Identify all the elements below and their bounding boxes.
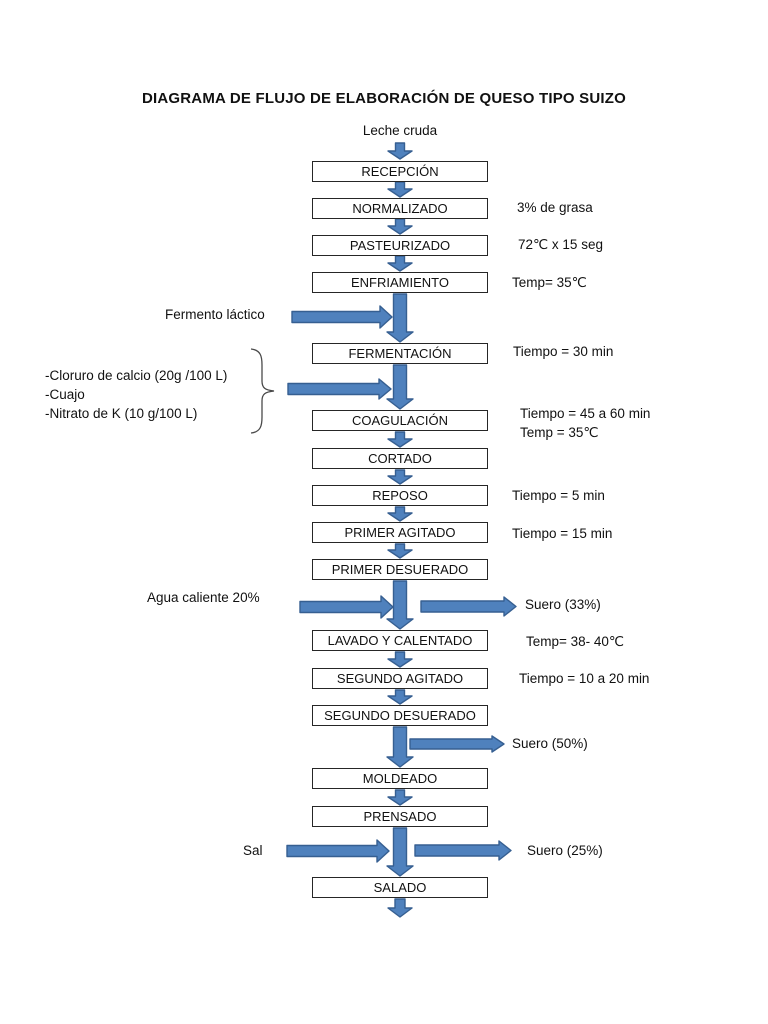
flow-step-normalizado: NORMALIZADO — [312, 198, 488, 219]
flow-arrow-down-icon — [386, 726, 414, 768]
aditivo-line: -Cuajo — [45, 387, 85, 402]
output-arrow-right-icon — [414, 840, 512, 861]
input-fermento-lactico-label: Fermento láctico — [165, 307, 265, 322]
flow-step-fermentacion: FERMENTACIÓN — [312, 343, 488, 364]
output-arrow-right-icon — [409, 735, 505, 753]
note-primer-agitado: Tiempo = 15 min — [512, 526, 613, 541]
flow-arrow-down-icon — [387, 218, 413, 235]
note-lavado-calentado: Temp= 38- 40℃ — [526, 634, 625, 649]
flow-step-segundo-agitado: SEGUNDO AGITADO — [312, 668, 488, 689]
flow-arrow-down-icon — [386, 827, 414, 877]
aditivo-line: -Cloruro de calcio (20g /100 L) — [45, 368, 228, 383]
flow-step-enfriamiento: ENFRIAMIENTO — [312, 272, 488, 293]
step-label: LAVADO Y CALENTADO — [327, 633, 473, 648]
input-arrow-right-icon — [286, 839, 390, 863]
input-arrow-right-icon — [291, 305, 393, 329]
note-enfriamiento: Temp= 35℃ — [512, 275, 587, 290]
flow-arrow-down-icon — [387, 255, 413, 272]
note-normalizado: 3% de grasa — [517, 200, 593, 215]
note-coagulacion-tiempo: Tiempo = 45 a 60 min — [520, 406, 651, 421]
flow-step-cortado: CORTADO — [312, 448, 488, 469]
flow-step-reposo: REPOSO — [312, 485, 488, 506]
flow-arrow-down-icon — [387, 543, 413, 559]
flow-step-prensado: PRENSADO — [312, 806, 488, 827]
flow-arrow-down-icon — [387, 789, 413, 806]
flow-step-segundo-desuerado: SEGUNDO DESUERADO — [312, 705, 488, 726]
flow-step-primer-agitado: PRIMER AGITADO — [312, 522, 488, 543]
flow-step-moldeado: MOLDEADO — [312, 768, 488, 789]
step-label: NORMALIZADO — [352, 201, 448, 216]
output-suero-25-label: Suero (25%) — [527, 843, 603, 858]
step-label: SEGUNDO AGITADO — [336, 671, 464, 686]
flow-step-recepcion: RECEPCIÓN — [312, 161, 488, 182]
step-label: PASTEURIZADO — [349, 238, 451, 253]
note-coagulacion-temp: Temp = 35℃ — [520, 425, 599, 440]
output-arrow-right-icon — [420, 596, 517, 617]
input-agua-caliente-label: Agua caliente 20% — [147, 590, 260, 605]
step-label: CORTADO — [368, 451, 432, 466]
output-suero-50-label: Suero (50%) — [512, 736, 588, 751]
flow-step-salado: SALADO — [312, 877, 488, 898]
flow-step-pasteurizado: PASTEURIZADO — [312, 235, 488, 256]
flow-arrow-down-icon — [387, 689, 413, 705]
input-arrow-right-icon — [299, 595, 394, 619]
flow-step-coagulacion: COAGULACIÓN — [312, 410, 488, 431]
flow-arrow-down-icon — [387, 651, 413, 668]
step-label: MOLDEADO — [362, 771, 438, 786]
step-label: PRIMER AGITADO — [344, 525, 456, 540]
input-aditivos-list: -Cloruro de calcio (20g /100 L) -Cuajo -… — [45, 366, 227, 423]
step-label: SEGUNDO DESUERADO — [324, 708, 476, 723]
flow-arrow-down-icon — [386, 580, 414, 630]
step-label: SALADO — [373, 880, 427, 895]
aditivo-line: -Nitrato de K (10 g/100 L) — [45, 406, 198, 421]
step-label: PRIMER DESUERADO — [331, 562, 469, 577]
flow-step-primer-desuerado: PRIMER DESUERADO — [312, 559, 488, 580]
note-fermentacion: Tiempo = 30 min — [513, 344, 614, 359]
input-arrow-right-icon — [287, 378, 392, 400]
flow-arrow-down-icon — [387, 181, 413, 198]
step-label: ENFRIAMIENTO — [351, 275, 449, 290]
step-label: FERMENTACIÓN — [348, 346, 452, 361]
note-reposo: Tiempo = 5 min — [512, 488, 605, 503]
step-label: REPOSO — [372, 488, 428, 503]
page-title: DIAGRAMA DE FLUJO DE ELABORACIÓN DE QUES… — [141, 90, 627, 107]
flow-arrow-down-icon — [387, 506, 413, 522]
flow-arrow-down-icon — [386, 364, 414, 410]
note-segundo-agitado: Tiempo = 10 a 20 min — [519, 671, 650, 686]
note-pasteurizado: 72℃ x 15 seg — [518, 237, 603, 252]
input-sal-label: Sal — [243, 843, 263, 858]
start-label: Leche cruda — [362, 123, 438, 138]
step-label: RECEPCIÓN — [361, 164, 439, 179]
flow-arrow-down-icon — [387, 142, 413, 160]
flow-arrow-down-icon — [387, 898, 413, 918]
flow-step-lavado-calentado: LAVADO Y CALENTADO — [312, 630, 488, 651]
output-suero-33-label: Suero (33%) — [525, 597, 601, 612]
flow-arrow-down-icon — [387, 469, 413, 485]
flow-arrow-down-icon — [387, 431, 413, 448]
step-label: PRENSADO — [363, 809, 437, 824]
brace-icon — [246, 346, 280, 441]
step-label: COAGULACIÓN — [351, 413, 449, 428]
flow-arrow-down-icon — [386, 293, 414, 343]
